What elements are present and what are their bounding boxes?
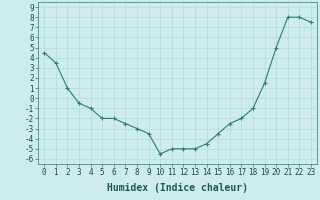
X-axis label: Humidex (Indice chaleur): Humidex (Indice chaleur): [107, 183, 248, 193]
